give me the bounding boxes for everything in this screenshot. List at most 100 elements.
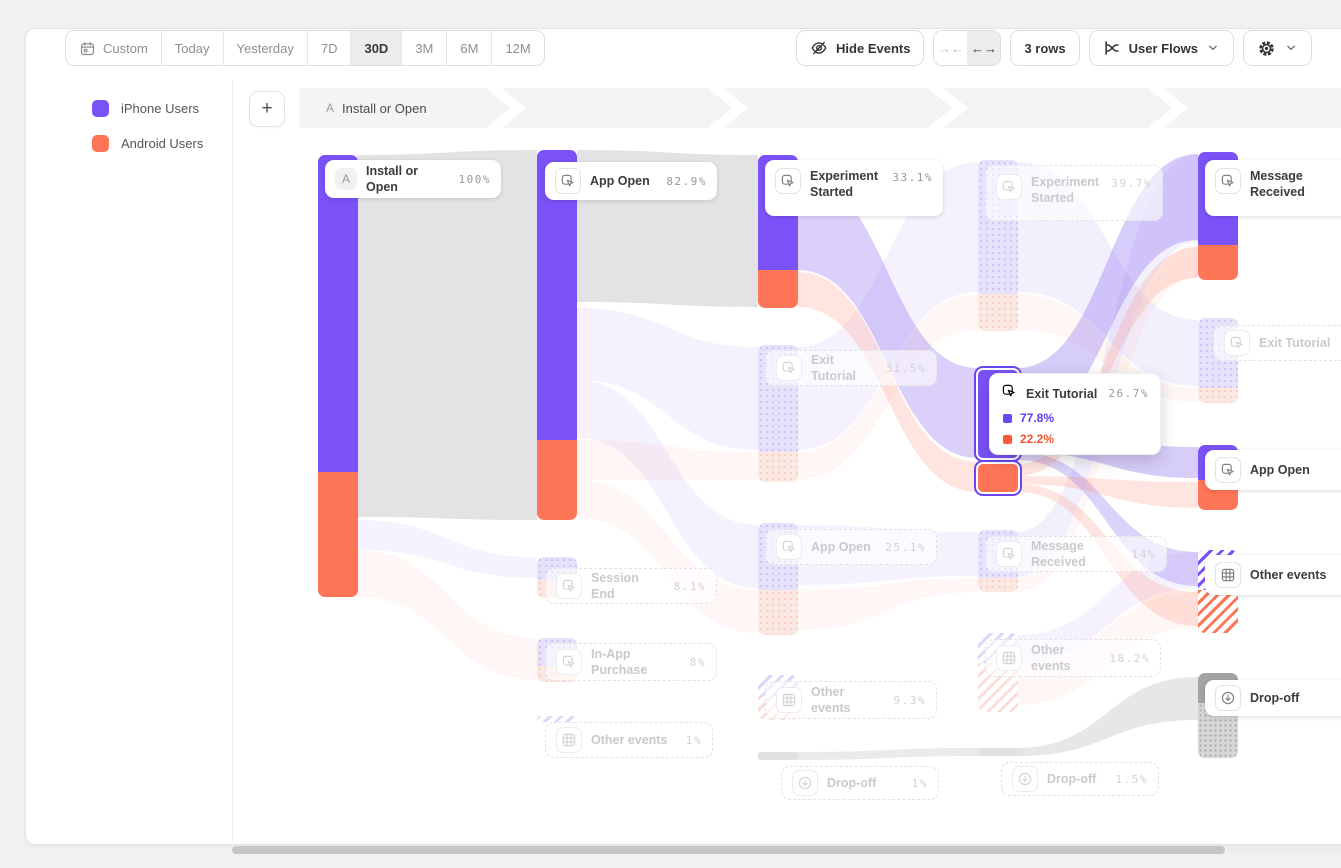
chevron-down-icon [1206,41,1220,55]
date-range-label: 3M [415,40,434,56]
flow-node-card[interactable]: Drop-off 1.5% [1001,762,1159,796]
settings-button[interactable] [1243,30,1312,66]
flow-node-card[interactable]: Experiment Started 39.7% [985,165,1163,221]
flow-node-card[interactable]: Message Received [1205,160,1341,216]
flow-ribbon [577,440,758,480]
calendar-icon [79,40,96,57]
drop-off-icon [792,770,818,796]
event-icon [776,534,802,560]
legend-swatch [92,99,109,117]
date-range-label: Today [174,40,210,56]
flow-bar-segment[interactable] [758,752,798,760]
flow-node-card[interactable]: Experiment Started 33.1% [765,160,943,216]
flow-node-label: Session End [591,570,639,601]
date-range-3m[interactable]: 3M [402,31,448,65]
chevron-down-icon [1284,41,1298,55]
flow-bar-segment[interactable] [978,578,1018,592]
flow-node-label: In-App Purchase [591,646,648,677]
flow-bar-segment[interactable] [758,452,798,482]
expand-collapse-control: →← ←→ [933,30,1002,66]
other-events-grid-icon [556,727,582,753]
add-step-button[interactable]: + [249,91,285,127]
flow-bar-segment[interactable] [1198,590,1238,633]
date-range-7d[interactable]: 7D [307,31,352,65]
flow-ribbon [1017,677,1198,756]
flow-bar-segment[interactable] [318,472,358,597]
date-range-yesterday[interactable]: Yesterday [223,31,308,65]
flow-node-label: Exit Tutorial [1259,335,1331,350]
flow-node-card[interactable]: Exit Tutorial [1213,325,1341,361]
breadcrumb-chevrons [486,88,1188,128]
tooltip-node-percent: 26.7% [1108,387,1149,400]
flow-node-percent: 100% [458,172,491,186]
flow-node-label: Other events [811,684,851,715]
flow-node-label: Exit Tutorial [811,352,856,383]
plus-icon: + [261,98,273,119]
horizontal-scrollbar-track[interactable] [1227,846,1341,854]
flow-node-card[interactable]: App Open [1205,450,1341,490]
flow-ribbon [797,294,978,480]
event-icon [556,573,582,599]
flow-node-card[interactable]: Other events [1205,555,1341,595]
flow-ribbon [1017,476,1198,508]
flow-node-card[interactable]: In-App Purchase 8% [545,643,717,681]
flow-node-card[interactable]: Drop-off 1% [781,766,939,800]
flow-node-card[interactable]: Exit Tutorial 31.5% [765,350,937,386]
expand-columns-button[interactable]: ←→ [967,31,1001,65]
flow-node-label: Other events [1031,642,1071,673]
date-range-today[interactable]: Today [161,31,224,65]
rows-button[interactable]: 3 rows [1010,30,1080,66]
event-icon [1001,383,1017,404]
flow-node-card[interactable]: Other events 18.2% [985,639,1161,677]
flow-node-card[interactable]: Drop-off [1205,680,1341,716]
date-range-label: 30D [364,40,389,56]
flow-node-tooltip[interactable]: Exit Tutorial 26.7% 77.8% 22.2% [989,373,1161,455]
flow-node-card[interactable]: Other events 9.3% [765,681,937,719]
flow-bar-segment[interactable] [978,294,1018,331]
date-range-label: 6M [460,40,479,56]
flow-bar-segment[interactable] [758,270,798,308]
tooltip-node-label: Exit Tutorial [1026,386,1098,401]
event-icon [556,649,582,675]
flow-bar-segment[interactable] [1198,388,1238,403]
legend-item[interactable]: Android Users [92,134,203,152]
other-events-grid-icon [996,645,1022,671]
flow-breadcrumb[interactable]: A Install or Open [299,88,1341,128]
step-label: Install or Open [342,100,427,116]
flow-bar-segment[interactable] [537,440,577,520]
flow-bar-segment[interactable] [537,716,577,722]
legend-item[interactable]: iPhone Users [92,99,199,117]
flow-node-card[interactable]: Other events 1% [545,722,713,758]
date-range-30d[interactable]: 30D [351,31,403,65]
flow-ribbon [357,150,537,520]
flow-node-percent: 14% [1131,547,1156,561]
view-selector-button[interactable]: User Flows [1088,30,1234,66]
flow-node-label: Install or Open [366,163,419,194]
flow-bar-highlighted[interactable] [974,460,1022,496]
flow-node-label: Other events [591,732,668,747]
date-range-12m[interactable]: 12M [492,31,544,65]
collapse-columns-button[interactable]: →← [934,31,968,65]
flow-node-card[interactable]: A Install or Open 100% [325,160,501,198]
eye-off-icon [810,39,828,57]
flow-node-card[interactable]: App Open 82.9% [545,162,717,200]
android-series-percent: 22.2% [1020,432,1055,446]
flow-bar-segment[interactable] [318,155,358,472]
legend-label: Android Users [121,135,204,151]
flow-bar-segment[interactable] [1198,245,1238,280]
flow-node-card[interactable]: Session End 8.1% [545,568,717,604]
flow-bar-segment[interactable] [978,748,1018,756]
flow-node-percent: 31.5% [885,361,926,375]
date-range-6m[interactable]: 6M [447,31,493,65]
event-icon [775,168,801,194]
hide-events-button[interactable]: Hide Events [796,30,925,66]
flow-node-card[interactable]: App Open 25.1% [765,529,937,565]
flow-ribbon [577,308,758,450]
event-icon [1215,457,1241,483]
flow-bar-segment[interactable] [758,590,798,635]
flow-node-card[interactable]: Message Received 14% [985,536,1167,572]
horizontal-scrollbar-thumb[interactable] [232,846,1225,854]
date-range-custom[interactable]: Custom [66,31,162,65]
flow-node-percent: 1% [911,776,928,790]
event-icon [776,355,802,381]
